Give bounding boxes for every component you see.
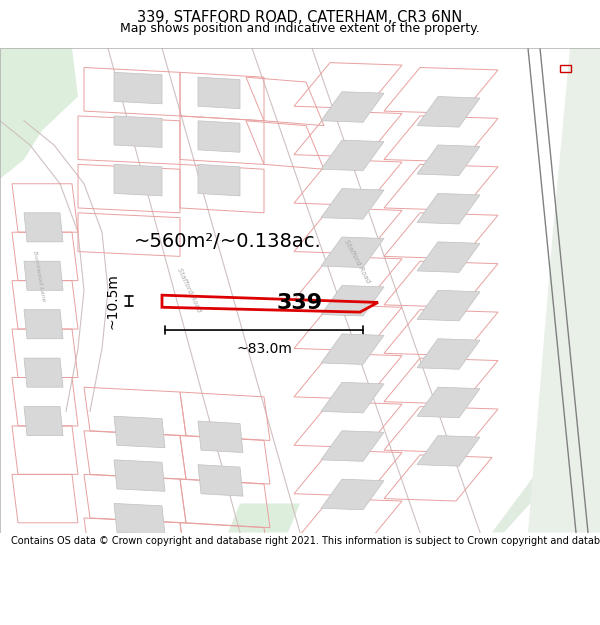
Polygon shape <box>321 334 384 364</box>
Text: Stafford Road: Stafford Road <box>343 239 371 284</box>
Polygon shape <box>321 382 384 413</box>
Text: ~10.5m: ~10.5m <box>106 273 120 329</box>
Polygon shape <box>417 242 480 272</box>
Polygon shape <box>24 406 63 436</box>
Text: Map shows position and indicative extent of the property.: Map shows position and indicative extent… <box>120 22 480 34</box>
Polygon shape <box>528 48 600 532</box>
Text: Burntwood Lane: Burntwood Lane <box>32 250 46 302</box>
Polygon shape <box>321 286 384 316</box>
Polygon shape <box>114 504 165 535</box>
Polygon shape <box>114 116 162 148</box>
Polygon shape <box>198 121 240 152</box>
Polygon shape <box>198 77 240 109</box>
Text: Contains OS data © Crown copyright and database right 2021. This information is : Contains OS data © Crown copyright and d… <box>11 536 600 546</box>
Polygon shape <box>198 465 243 496</box>
Polygon shape <box>468 387 600 532</box>
Text: ~83.0m: ~83.0m <box>236 342 292 356</box>
Polygon shape <box>114 164 162 196</box>
Polygon shape <box>24 309 63 339</box>
Polygon shape <box>321 92 384 123</box>
Polygon shape <box>321 140 384 171</box>
Polygon shape <box>321 431 384 461</box>
Text: Stafford Road: Stafford Road <box>176 267 202 314</box>
Polygon shape <box>0 48 78 179</box>
Text: ~560m²/~0.138ac.: ~560m²/~0.138ac. <box>134 232 322 251</box>
Polygon shape <box>114 460 165 491</box>
Polygon shape <box>24 261 63 290</box>
Polygon shape <box>24 213 63 242</box>
Polygon shape <box>24 358 63 387</box>
Polygon shape <box>321 237 384 268</box>
Polygon shape <box>198 421 243 452</box>
Polygon shape <box>417 145 480 176</box>
Polygon shape <box>321 479 384 510</box>
Polygon shape <box>114 416 165 447</box>
Polygon shape <box>114 72 162 104</box>
Polygon shape <box>198 164 240 196</box>
Text: 339: 339 <box>277 293 323 313</box>
Polygon shape <box>417 194 480 224</box>
Polygon shape <box>228 504 300 532</box>
Polygon shape <box>417 96 480 127</box>
Polygon shape <box>417 339 480 369</box>
Polygon shape <box>417 290 480 321</box>
Polygon shape <box>417 436 480 466</box>
Text: 339, STAFFORD ROAD, CATERHAM, CR3 6NN: 339, STAFFORD ROAD, CATERHAM, CR3 6NN <box>137 9 463 24</box>
Polygon shape <box>417 387 480 418</box>
Polygon shape <box>321 189 384 219</box>
